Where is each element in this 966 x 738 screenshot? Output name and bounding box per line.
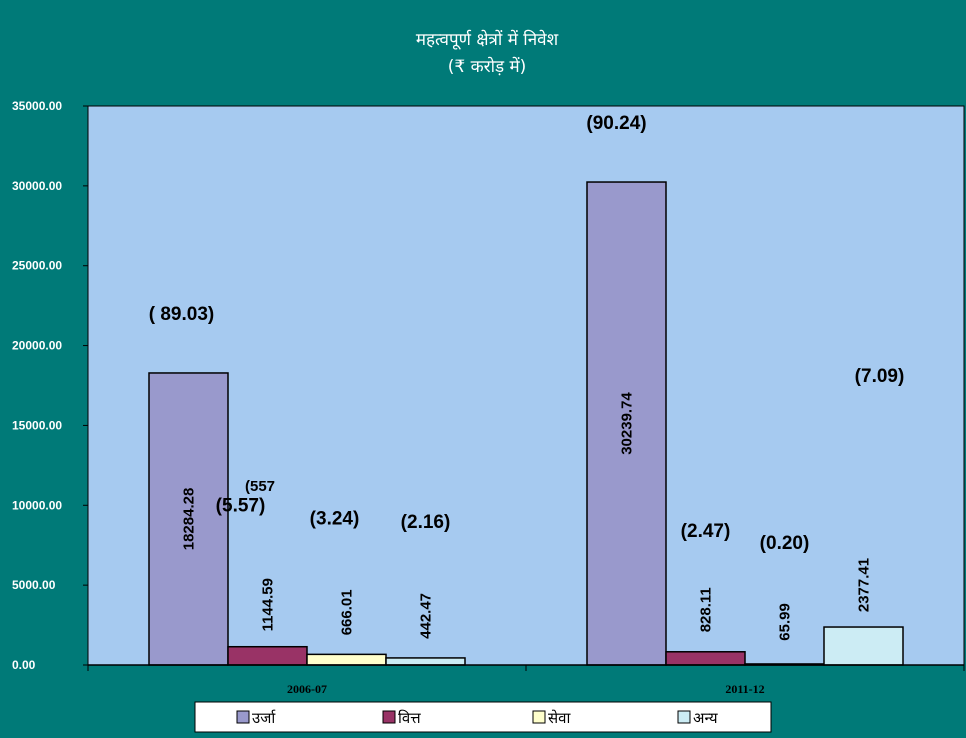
bar (306, 653, 387, 666)
y-axis: 0.00 5000.00 10000.00 15000.00 20000.00 25000… (12, 99, 88, 672)
percent-label: (7.09) (855, 366, 905, 387)
value-label: 1144.59 (260, 578, 277, 631)
value-label: 18284.28 (181, 488, 198, 551)
x-tick-label: 2006-07 (287, 682, 327, 696)
percent-label: (90.24) (586, 113, 646, 134)
x-tick-label: 2011-12 (725, 682, 764, 696)
legend-label: सेवा (548, 709, 571, 727)
legend-swatch (382, 710, 396, 724)
legend-swatch (532, 710, 546, 724)
value-label: 30239.74 (619, 392, 636, 455)
y-tick-label: 30000.00 (12, 179, 62, 193)
y-tick-label: 35000.00 (12, 99, 62, 113)
bar (227, 645, 308, 666)
legend: उर्जा वित्त सेवा अन्य (194, 701, 772, 733)
legend-swatch (677, 710, 691, 724)
chart-title: महत्वपूर्ण क्षेत्रों में निवेश (416, 29, 559, 50)
percent-label: (2.47) (681, 521, 731, 542)
y-tick-label: 0.00 (12, 658, 36, 672)
bar (586, 181, 667, 666)
y-tick-label: 5000.00 (12, 578, 56, 592)
legend-box (194, 701, 772, 733)
bar (385, 657, 466, 666)
bar (148, 372, 229, 666)
value-label: 666.01 (339, 589, 356, 635)
y-tick-label: 20000.00 (12, 339, 62, 353)
y-tick-label: 10000.00 (12, 498, 62, 512)
bar (823, 626, 904, 666)
y-tick-label: 15000.00 (12, 418, 62, 432)
percent-label: (2.16) (401, 512, 451, 533)
plot-area (87, 105, 965, 666)
y-tick-label: 25000.00 (12, 259, 62, 273)
value-label: 442.47 (418, 593, 435, 639)
legend-swatch (236, 710, 250, 724)
x-axis: 2006-07 2011-12 (87, 664, 965, 696)
stray-label: (557 (245, 478, 275, 495)
legend-label: वित्त (398, 709, 421, 727)
percent-label: (3.24) (310, 508, 360, 529)
value-label: 65.99 (777, 603, 794, 641)
legend-label: अन्य (693, 709, 718, 727)
data-labels: 18284.28 ( 89.03) 1144.59 (5.57) 666.01 (3.24… (149, 113, 905, 641)
percent-label: ( 89.03) (149, 304, 214, 325)
chart-subtitle: (₹ करोड़ में) (448, 56, 527, 77)
percent-label: (5.57) (216, 496, 266, 517)
bar (665, 651, 746, 666)
value-label: 2377.41 (856, 558, 873, 612)
legend-label: उर्जा (252, 709, 276, 727)
value-label: 828.11 (698, 587, 715, 632)
percent-label: (0.20) (760, 533, 810, 554)
